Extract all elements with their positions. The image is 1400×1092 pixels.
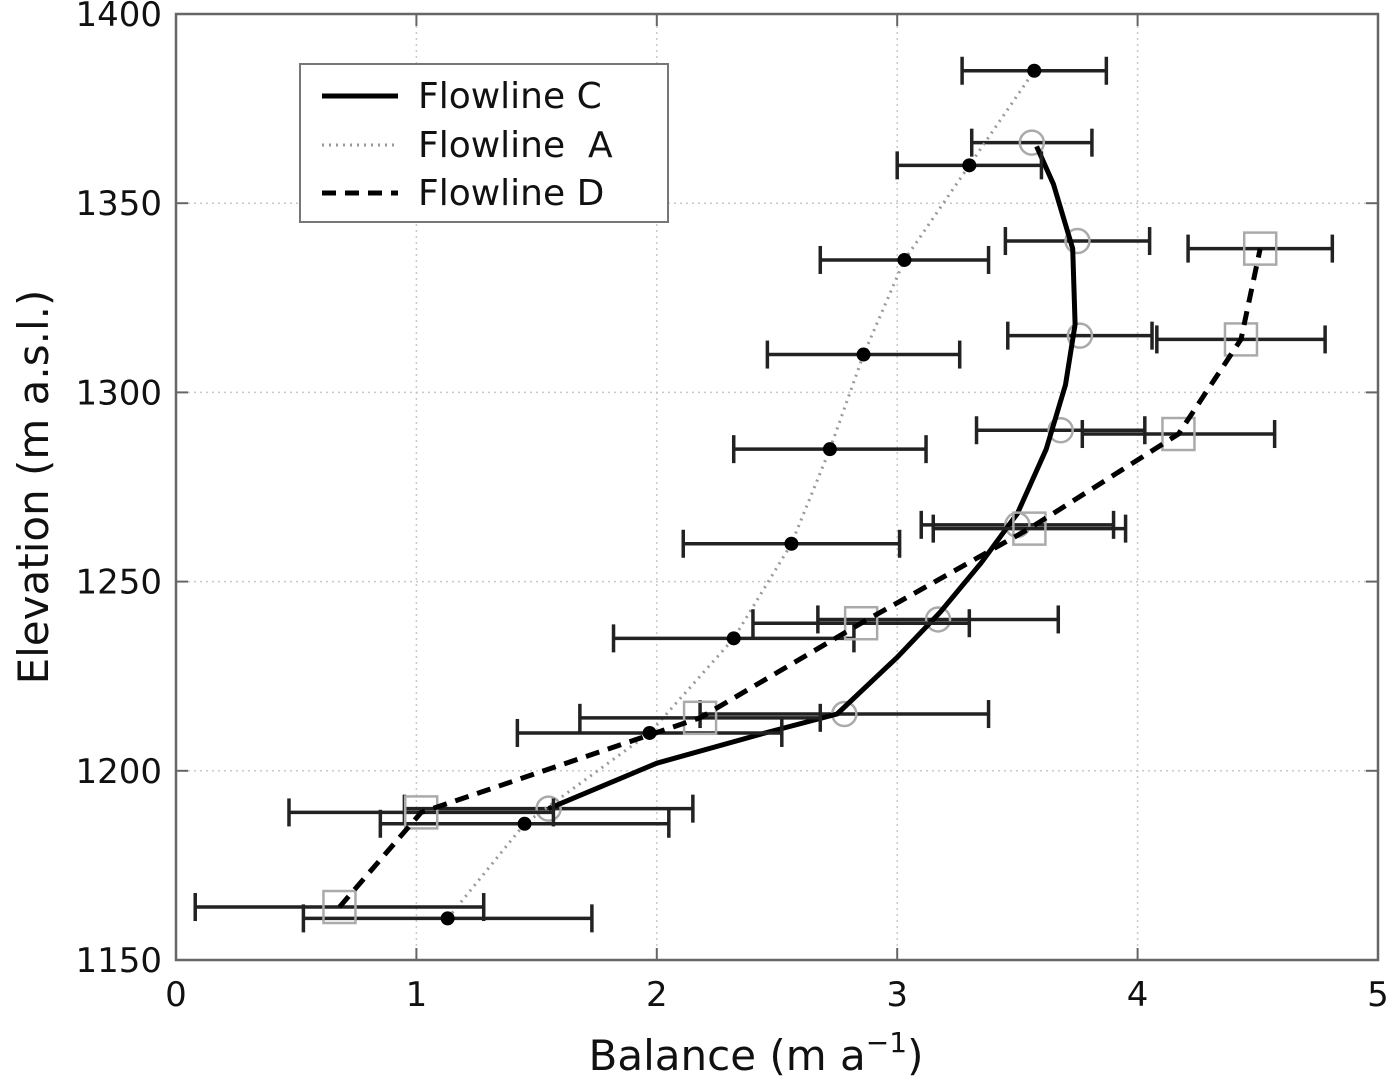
y-axis-title: Elevation (m a.s.l.): [9, 290, 58, 685]
x-axis-title-close: ): [907, 1031, 923, 1080]
series-layer: [193, 56, 1335, 933]
data-point: [1161, 416, 1196, 452]
x-tick-label: 3: [886, 975, 908, 1015]
data-point: [726, 631, 741, 646]
x-tick-label: 0: [165, 975, 187, 1015]
series-0: [402, 128, 1154, 823]
ticks: 0 1 2 3 4 5 1150 1200 1250 1300 1350 1400: [75, 0, 1388, 1015]
y-tick-label: 1200: [75, 752, 162, 792]
y-tick-label: 1300: [75, 373, 162, 413]
data-point: [843, 605, 879, 641]
data-point: [1047, 416, 1074, 444]
y-tick-label: 1350: [75, 184, 162, 224]
data-point: [822, 442, 837, 457]
data-point: [1066, 322, 1094, 349]
series-2: [193, 231, 1335, 925]
x-axis-title-exponent: −1: [866, 1026, 907, 1059]
data-point: [962, 158, 977, 173]
y-tick-label: 1400: [75, 0, 162, 35]
data-point: [1064, 227, 1091, 255]
data-point: [1223, 322, 1259, 357]
x-tick-label: 2: [646, 975, 668, 1015]
data-point: [322, 889, 357, 925]
series-line: [446, 69, 1036, 920]
data-point: [440, 911, 455, 926]
data-point: [856, 347, 871, 362]
data-point: [642, 725, 657, 740]
data-point: [535, 795, 562, 822]
x-tick-label: 1: [406, 975, 428, 1015]
y-tick-label: 1250: [75, 563, 162, 603]
x-tick-label: 5: [1367, 975, 1389, 1015]
series-1: [301, 56, 1109, 933]
data-point: [897, 252, 912, 267]
data-point: [1242, 231, 1278, 266]
legend-box: [299, 63, 669, 223]
legend-label-flowline-d: Flowline D: [418, 173, 604, 214]
data-point: [682, 700, 718, 736]
y-tick-label: 1150: [75, 941, 162, 981]
legend-label-flowline-c: Flowline C: [418, 76, 602, 117]
x-axis-title-main: Balance (m a: [589, 1031, 866, 1080]
series-line: [337, 248, 1263, 909]
x-axis-title: Balance (m a−1): [589, 1026, 924, 1080]
plot-frame: [174, 12, 1380, 962]
series-line: [547, 145, 1078, 811]
legend-label-flowline-a: Flowline A: [418, 125, 613, 166]
data-point: [403, 795, 439, 830]
legend: Flowline C Flowline A Flowline D: [299, 63, 669, 223]
data-point: [924, 606, 952, 633]
data-point: [784, 536, 799, 551]
data-point: [517, 816, 532, 831]
data-point: [1018, 129, 1046, 156]
data-point: [1027, 63, 1042, 78]
x-tick-label: 4: [1127, 975, 1149, 1015]
data-point: [1012, 511, 1047, 546]
